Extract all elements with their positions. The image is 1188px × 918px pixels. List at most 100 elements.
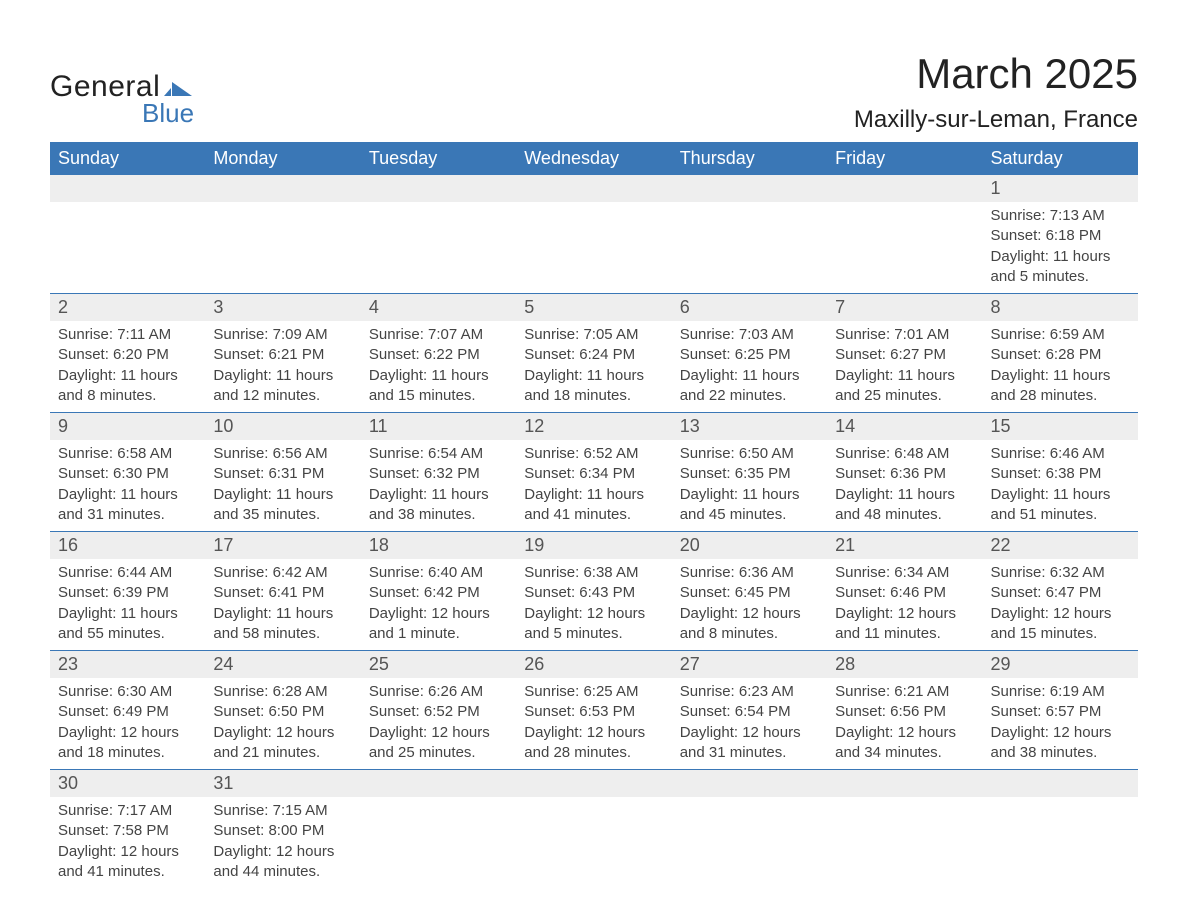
sunrise-text: Sunrise: 7:03 AM <box>680 325 819 345</box>
sunrise-text: Sunrise: 6:26 AM <box>369 682 508 702</box>
sunrise-text: Sunrise: 7:11 AM <box>58 325 197 345</box>
sunset-text: Sunset: 8:00 PM <box>213 821 352 841</box>
day-number-cell: 1 <box>983 175 1138 202</box>
day-detail-cell <box>672 797 827 888</box>
daylight-text: Daylight: 12 hours and 1 minute. <box>369 604 508 645</box>
daylight-text: Daylight: 11 hours and 18 minutes. <box>524 366 663 407</box>
sunset-text: Sunset: 6:20 PM <box>58 345 197 365</box>
sunrise-text: Sunrise: 6:59 AM <box>991 325 1130 345</box>
day-detail-cell: Sunrise: 7:15 AMSunset: 8:00 PMDaylight:… <box>205 797 360 888</box>
day-number-cell: 29 <box>983 651 1138 679</box>
daylight-text: Daylight: 11 hours and 35 minutes. <box>213 485 352 526</box>
daylight-text: Daylight: 12 hours and 28 minutes. <box>524 723 663 764</box>
day-number-cell: 8 <box>983 294 1138 322</box>
day-detail-cell: Sunrise: 7:03 AMSunset: 6:25 PMDaylight:… <box>672 321 827 413</box>
weekday-header: Saturday <box>983 142 1138 175</box>
sunset-text: Sunset: 6:25 PM <box>680 345 819 365</box>
day-number-cell: 24 <box>205 651 360 679</box>
daylight-text: Daylight: 12 hours and 41 minutes. <box>58 842 197 883</box>
daylight-text: Daylight: 12 hours and 38 minutes. <box>991 723 1130 764</box>
daylight-text: Daylight: 12 hours and 25 minutes. <box>369 723 508 764</box>
sunrise-text: Sunrise: 6:58 AM <box>58 444 197 464</box>
sunset-text: Sunset: 6:49 PM <box>58 702 197 722</box>
sunrise-text: Sunrise: 6:19 AM <box>991 682 1130 702</box>
day-number-cell <box>361 175 516 202</box>
daylight-text: Daylight: 11 hours and 31 minutes. <box>58 485 197 526</box>
day-number-cell <box>205 175 360 202</box>
sunset-text: Sunset: 6:28 PM <box>991 345 1130 365</box>
day-number-cell: 30 <box>50 770 205 798</box>
day-detail-cell <box>205 202 360 294</box>
daylight-text: Daylight: 12 hours and 44 minutes. <box>213 842 352 883</box>
sunrise-text: Sunrise: 7:17 AM <box>58 801 197 821</box>
sunrise-text: Sunrise: 6:25 AM <box>524 682 663 702</box>
header: General Blue March 2025 Maxilly-sur-Lema… <box>50 50 1138 134</box>
sunset-text: Sunset: 6:41 PM <box>213 583 352 603</box>
daylight-text: Daylight: 12 hours and 31 minutes. <box>680 723 819 764</box>
day-detail-cell: Sunrise: 6:25 AMSunset: 6:53 PMDaylight:… <box>516 678 671 770</box>
day-number-cell: 27 <box>672 651 827 679</box>
daylight-text: Daylight: 12 hours and 15 minutes. <box>991 604 1130 645</box>
location: Maxilly-sur-Leman, France <box>854 106 1138 134</box>
sunset-text: Sunset: 6:45 PM <box>680 583 819 603</box>
day-number-cell: 10 <box>205 413 360 441</box>
daylight-text: Daylight: 11 hours and 12 minutes. <box>213 366 352 407</box>
day-detail-row: Sunrise: 6:30 AMSunset: 6:49 PM Daylight:… <box>50 678 1138 770</box>
sunset-text: Sunset: 6:32 PM <box>369 464 508 484</box>
sunset-text: Sunset: 6:50 PM <box>213 702 352 722</box>
daylight-text: Daylight: 11 hours and 25 minutes. <box>835 366 974 407</box>
day-detail-row: Sunrise: 7:13 AMSunset: 6:18 PMDaylight:… <box>50 202 1138 294</box>
sunrise-text: Sunrise: 6:42 AM <box>213 563 352 583</box>
day-number-row: 3031 <box>50 770 1138 798</box>
day-detail-cell <box>516 797 671 888</box>
day-number-cell <box>827 175 982 202</box>
sunset-text: Sunset: 6:56 PM <box>835 702 974 722</box>
day-number-cell: 9 <box>50 413 205 441</box>
day-number-cell: 16 <box>50 532 205 560</box>
day-detail-cell: Sunrise: 6:52 AMSunset: 6:34 PMDaylight:… <box>516 440 671 532</box>
sunset-text: Sunset: 6:27 PM <box>835 345 974 365</box>
sunrise-text: Sunrise: 6:38 AM <box>524 563 663 583</box>
sunset-text: Sunset: 6:30 PM <box>58 464 197 484</box>
day-number-cell <box>361 770 516 798</box>
sunrise-text: Sunrise: 6:30 AM <box>58 682 197 702</box>
weekday-header: Monday <box>205 142 360 175</box>
day-detail-cell: Sunrise: 7:05 AMSunset: 6:24 PMDaylight:… <box>516 321 671 413</box>
daylight-text: Daylight: 12 hours and 5 minutes. <box>524 604 663 645</box>
day-number-row: 1 <box>50 175 1138 202</box>
sunset-text: Sunset: 6:53 PM <box>524 702 663 722</box>
weekday-header-row: Sunday Monday Tuesday Wednesday Thursday… <box>50 142 1138 175</box>
day-detail-cell: Sunrise: 6:42 AMSunset: 6:41 PMDaylight:… <box>205 559 360 651</box>
sunrise-text: Sunrise: 7:09 AM <box>213 325 352 345</box>
day-detail-cell: Sunrise: 6:34 AMSunset: 6:46 PMDaylight:… <box>827 559 982 651</box>
day-number-cell: 15 <box>983 413 1138 441</box>
day-detail-cell <box>361 202 516 294</box>
day-detail-row: Sunrise: 6:44 AMSunset: 6:39 PMDaylight:… <box>50 559 1138 651</box>
day-detail-cell <box>50 202 205 294</box>
day-number-cell: 22 <box>983 532 1138 560</box>
day-number-cell <box>983 770 1138 798</box>
day-detail-cell: Sunrise: 6:48 AMSunset: 6:36 PMDaylight:… <box>827 440 982 532</box>
day-detail-cell: Sunrise: 6:36 AMSunset: 6:45 PMDaylight:… <box>672 559 827 651</box>
day-detail-cell: Sunrise: 7:07 AMSunset: 6:22 PMDaylight:… <box>361 321 516 413</box>
sunrise-text: Sunrise: 7:05 AM <box>524 325 663 345</box>
day-detail-cell <box>827 202 982 294</box>
day-detail-cell: Sunrise: 6:54 AMSunset: 6:32 PMDaylight:… <box>361 440 516 532</box>
day-detail-cell: Sunrise: 7:17 AMSunset: 7:58 PMDaylight:… <box>50 797 205 888</box>
sunset-text: Sunset: 6:18 PM <box>991 226 1130 246</box>
daylight-text: Daylight: 11 hours and 28 minutes. <box>991 366 1130 407</box>
day-detail-row: Sunrise: 7:17 AMSunset: 7:58 PMDaylight:… <box>50 797 1138 888</box>
sunrise-text: Sunrise: 7:01 AM <box>835 325 974 345</box>
weekday-header: Friday <box>827 142 982 175</box>
sunset-text: Sunset: 6:47 PM <box>991 583 1130 603</box>
day-detail-cell: Sunrise: 7:13 AMSunset: 6:18 PMDaylight:… <box>983 202 1138 294</box>
daylight-text: Daylight: 12 hours and 8 minutes. <box>680 604 819 645</box>
day-number-cell <box>672 175 827 202</box>
day-detail-cell <box>361 797 516 888</box>
sunrise-text: Sunrise: 6:32 AM <box>991 563 1130 583</box>
sunset-text: Sunset: 6:35 PM <box>680 464 819 484</box>
day-number-cell: 19 <box>516 532 671 560</box>
day-detail-row: Sunrise: 6:58 AMSunset: 6:30 PMDaylight:… <box>50 440 1138 532</box>
sunrise-text: Sunrise: 6:21 AM <box>835 682 974 702</box>
day-number-cell: 17 <box>205 532 360 560</box>
